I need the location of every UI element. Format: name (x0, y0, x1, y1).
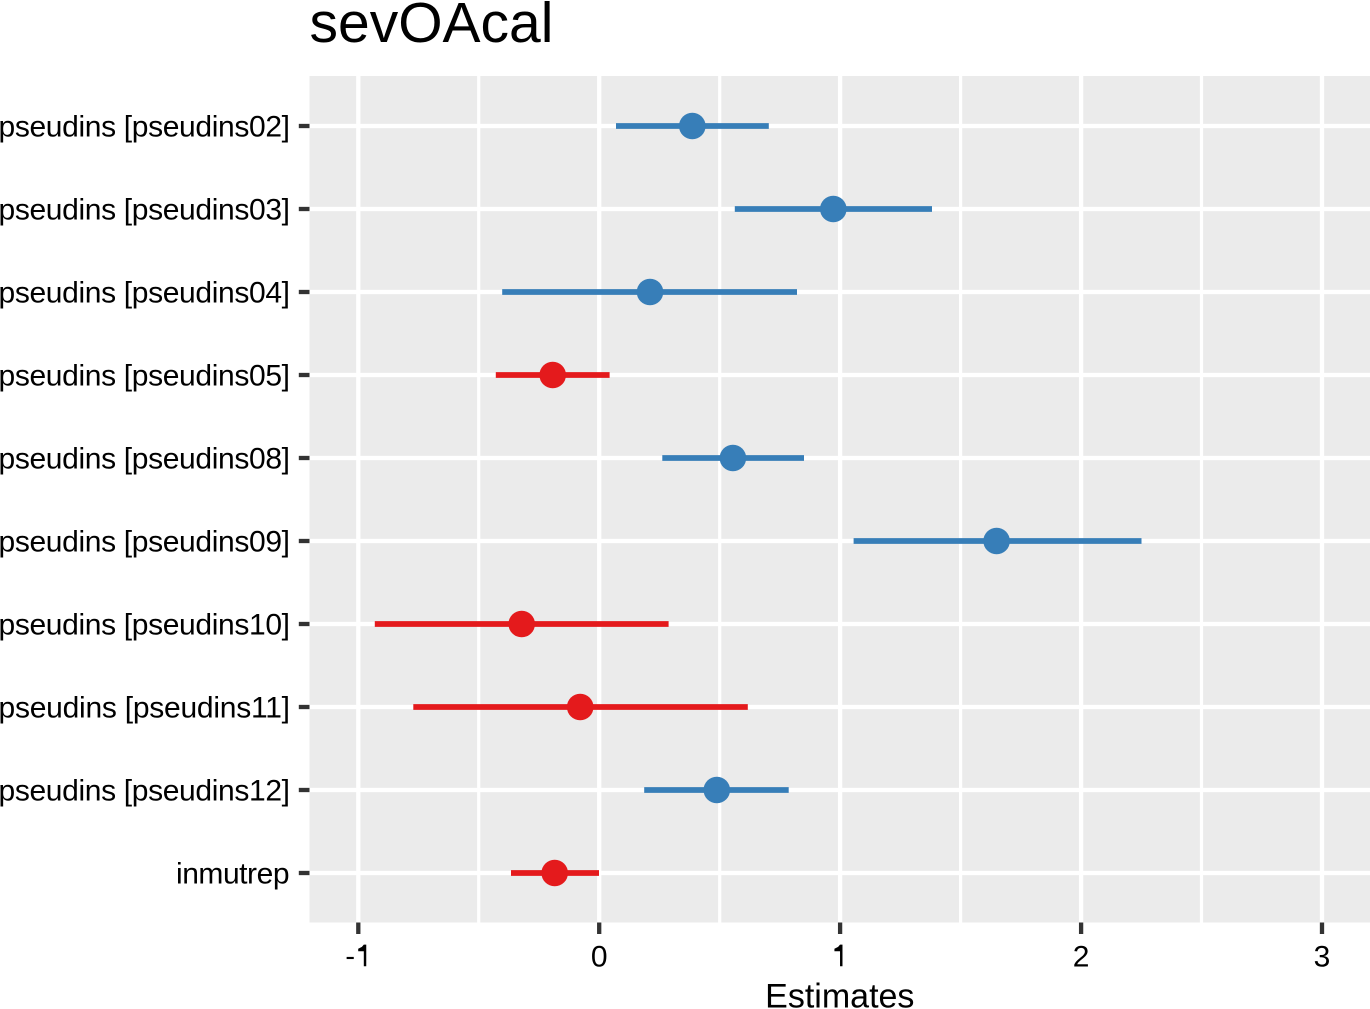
svg-text:0: 0 (591, 940, 608, 973)
svg-text:pseudins [pseudins12]: pseudins [pseudins12] (0, 775, 290, 808)
svg-text:2: 2 (1073, 940, 1090, 973)
svg-text:sevOAcal: sevOAcal (310, 0, 554, 55)
svg-text:pseudins [pseudins08]: pseudins [pseudins08] (0, 443, 290, 476)
svg-text:Estimates: Estimates (765, 978, 914, 1009)
svg-text:3: 3 (1314, 940, 1331, 973)
svg-text:pseudins [pseudins02]: pseudins [pseudins02] (0, 111, 290, 144)
svg-text:pseudins [pseudins04]: pseudins [pseudins04] (0, 277, 290, 310)
svg-text:pseudins [pseudins09]: pseudins [pseudins09] (0, 526, 290, 559)
svg-text:pseudins [pseudins11]: pseudins [pseudins11] (0, 692, 290, 725)
svg-text:pseudins [pseudins10]: pseudins [pseudins10] (0, 609, 290, 642)
svg-text:pseudins [pseudins05]: pseudins [pseudins05] (0, 360, 290, 393)
svg-text:inmutrep: inmutrep (176, 858, 290, 891)
svg-text:pseudins [pseudins03]: pseudins [pseudins03] (0, 194, 290, 227)
